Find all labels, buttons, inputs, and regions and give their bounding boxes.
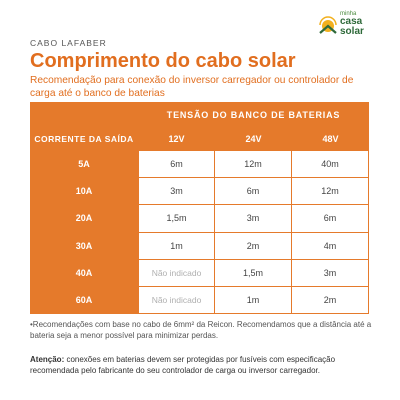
current-cell: 5A: [30, 151, 138, 179]
table-row: 30A 1m 2m 4m: [30, 232, 369, 260]
value-cell: 6m: [215, 178, 292, 206]
warning-label: Atenção:: [30, 355, 65, 364]
value-cell: 3m: [215, 205, 292, 233]
current-column-header: CORRENTE DA SAÍDA: [34, 134, 134, 144]
current-cell: 20A: [30, 205, 138, 233]
page-title: Comprimento do cabo solar: [30, 50, 296, 72]
value-cell: 4m: [292, 232, 369, 260]
value-cell: 2m: [215, 232, 292, 260]
value-cell-not-indicated: Não indicado: [138, 286, 215, 315]
value-cell-not-indicated: Não indicado: [138, 259, 215, 287]
value-cell: 3m: [292, 259, 369, 287]
value-cell: 12m: [215, 151, 292, 179]
voltage-group-header: TENSÃO DO BANCO DE BATERIAS: [138, 102, 369, 127]
value-cell: 3m: [138, 178, 215, 206]
table-row: 10A 3m 6m 12m: [30, 178, 369, 206]
warning-text: conexões em baterias devem ser protegida…: [30, 355, 336, 375]
value-cell: 12m: [292, 178, 369, 206]
table-row: 60A Não indicado 1m 2m: [30, 286, 369, 315]
current-cell: 10A: [30, 178, 138, 206]
value-cell: 6m: [292, 205, 369, 233]
value-cell: 1m: [138, 232, 215, 260]
table-row: 20A 1,5m 3m 6m: [30, 205, 369, 233]
sun-house-icon: [319, 16, 337, 34]
value-cell: 1,5m: [138, 205, 215, 233]
brand-tag: CABO LAFABER: [30, 38, 107, 48]
value-cell: 40m: [292, 151, 369, 179]
page-subtitle: Recomendação para conexão do inversor ca…: [30, 75, 354, 99]
table-header-spacer: [30, 102, 138, 127]
current-cell: 60A: [30, 286, 138, 315]
table-row: 5A 6m 12m 40m: [30, 151, 369, 179]
footnote: •Recomendações com base no cabo de 6mm² …: [30, 320, 372, 340]
value-cell: 1m: [215, 286, 292, 315]
current-cell: 30A: [30, 232, 138, 260]
warning-note: Atenção: conexões em baterias devem ser …: [30, 354, 375, 376]
column-header-12v: 12V: [168, 134, 185, 144]
logo-line-2: casa: [340, 16, 363, 27]
value-cell: 6m: [138, 151, 215, 179]
column-header-48v: 48V: [322, 134, 339, 144]
value-cell: 1,5m: [215, 259, 292, 287]
column-header-24v: 24V: [245, 134, 262, 144]
logo-line-3: solar: [340, 26, 364, 37]
current-cell: 40A: [30, 259, 138, 287]
cable-length-table: TENSÃO DO BANCO DE BATERIAS CORRENTE DA …: [30, 102, 369, 315]
table-row: 40A Não indicado 1,5m 3m: [30, 259, 369, 287]
table-column-header-row: CORRENTE DA SAÍDA 12V 24V 48V: [30, 127, 369, 151]
table-group-header-row: TENSÃO DO BANCO DE BATERIAS: [30, 102, 369, 127]
brand-logo: minha casa solar: [318, 11, 388, 39]
logo-line-1: minha: [340, 11, 357, 17]
value-cell: 2m: [292, 286, 369, 315]
